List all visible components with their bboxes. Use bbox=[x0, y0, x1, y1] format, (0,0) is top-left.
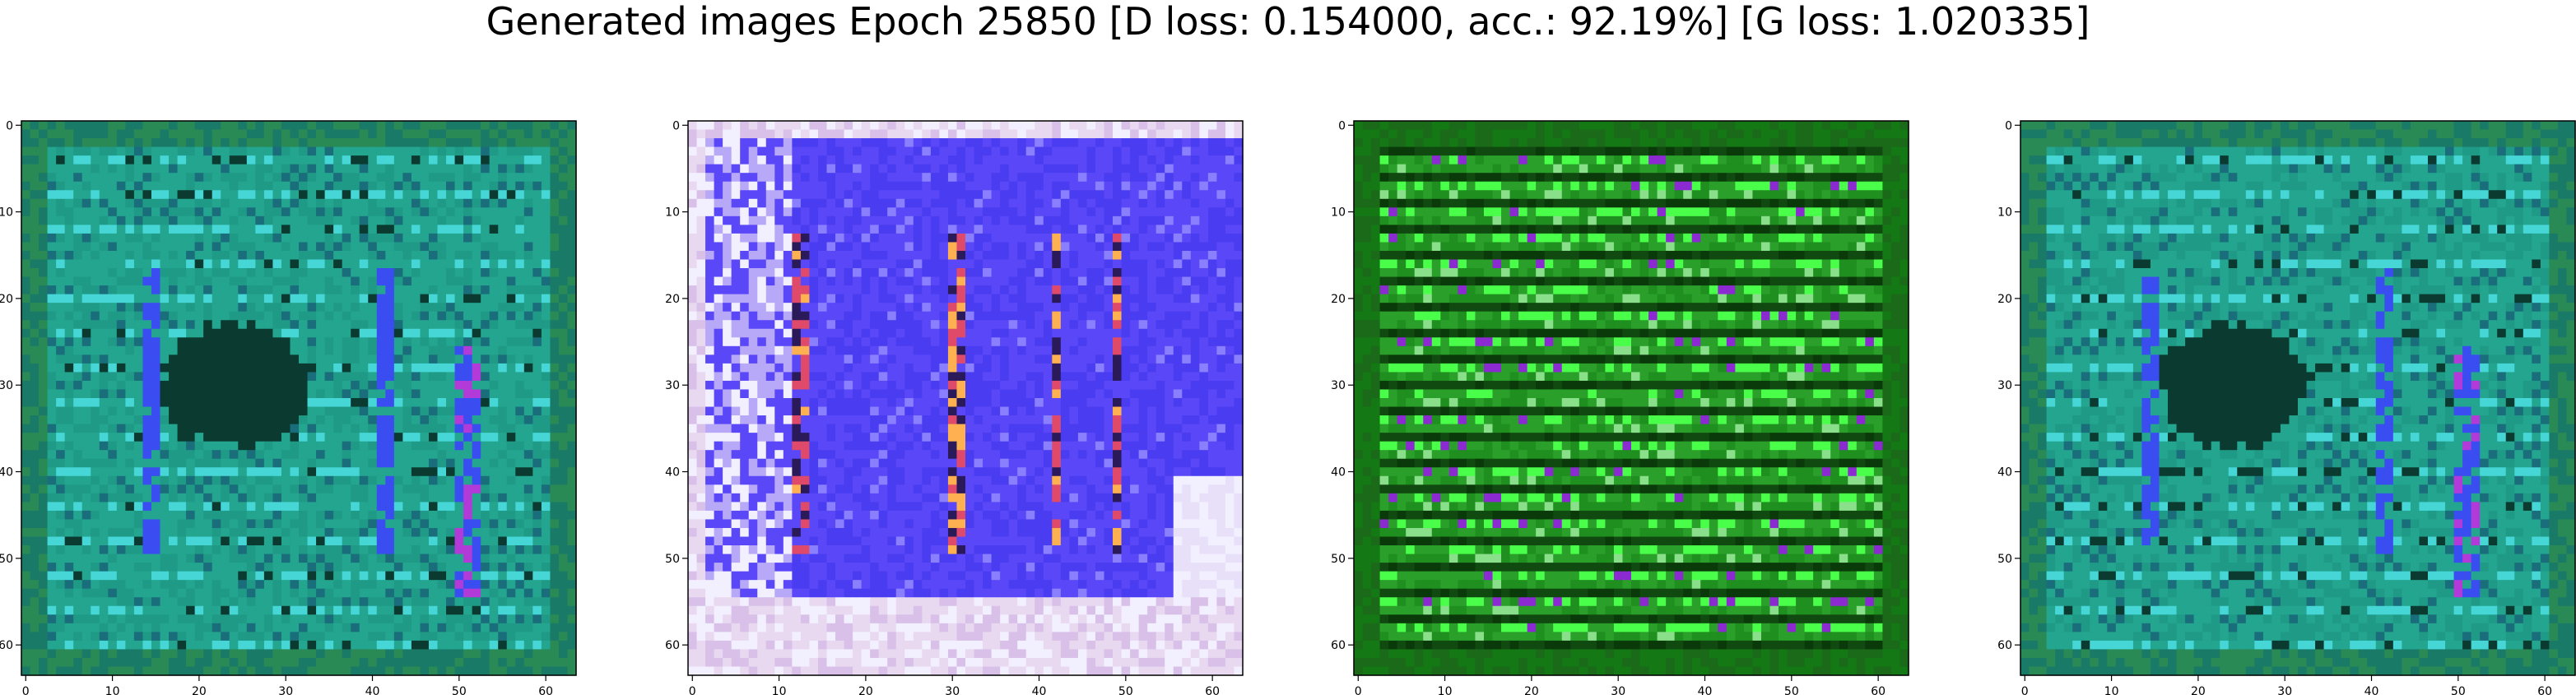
y-tick-label: 40 bbox=[1331, 466, 1346, 480]
axes-frame bbox=[21, 121, 576, 675]
generated-image-2 bbox=[688, 121, 1244, 676]
x-tick-label: 40 bbox=[2364, 685, 2379, 695]
y-tick-label: 30 bbox=[0, 379, 13, 392]
y-tick-label: 20 bbox=[665, 293, 680, 306]
y-tick-label: 20 bbox=[1997, 293, 2012, 306]
x-tick-label: 30 bbox=[2277, 685, 2292, 695]
y-tick-label: 0 bbox=[672, 119, 680, 132]
x-tick-label: 0 bbox=[1355, 685, 1362, 695]
y-tick-label: 30 bbox=[1331, 379, 1346, 392]
y-tick-label: 60 bbox=[665, 639, 680, 652]
image-panel-3: 0 10 20 30 40 50 60 0 10 20 30 40 50 60 bbox=[1331, 119, 1909, 695]
x-tick-label: 0 bbox=[2021, 685, 2029, 695]
y-tick-label: 50 bbox=[665, 553, 680, 566]
x-tick-label: 50 bbox=[2451, 685, 2466, 695]
image-panel-1: 0 10 20 30 40 50 60 0 10 20 30 40 50 60 bbox=[0, 119, 577, 695]
y-tick-label: 20 bbox=[0, 293, 13, 306]
y-tick-label: 60 bbox=[1997, 639, 2012, 652]
generated-image-4 bbox=[2020, 121, 2576, 676]
x-tick-label: 50 bbox=[1784, 685, 1799, 695]
x-tick-label: 60 bbox=[1205, 685, 1220, 695]
x-tick-label: 10 bbox=[1438, 685, 1453, 695]
y-tick-label: 40 bbox=[665, 466, 680, 480]
x-tick-label: 20 bbox=[1524, 685, 1539, 695]
x-tick-label: 50 bbox=[1118, 685, 1133, 695]
x-tick-label: 40 bbox=[365, 685, 380, 695]
x-tick-label: 30 bbox=[1611, 685, 1625, 695]
generated-image-1 bbox=[21, 121, 577, 676]
x-tick-label: 20 bbox=[192, 685, 207, 695]
x-tick-label: 40 bbox=[1698, 685, 1713, 695]
y-tick-label: 0 bbox=[6, 119, 13, 132]
x-tick-label: 0 bbox=[22, 685, 30, 695]
x-tick-label: 10 bbox=[105, 685, 120, 695]
figure-title: Generated images Epoch 25850 [D loss: 0.… bbox=[0, 0, 2576, 43]
y-tick-label: 10 bbox=[0, 206, 13, 220]
y-tick-label: 10 bbox=[665, 206, 680, 220]
y-tick-label: 30 bbox=[665, 379, 680, 392]
y-tick-label: 30 bbox=[1997, 379, 2012, 392]
x-tick-label: 0 bbox=[689, 685, 696, 695]
y-tick-label: 10 bbox=[1997, 206, 2012, 220]
x-tick-label: 20 bbox=[858, 685, 873, 695]
y-tick-label: 60 bbox=[1331, 639, 1346, 652]
y-tick-label: 10 bbox=[1331, 206, 1346, 220]
y-tick-label: 40 bbox=[0, 466, 13, 480]
axes-frame bbox=[1354, 121, 1909, 675]
axes-frame bbox=[688, 121, 1243, 675]
generated-image-3 bbox=[1354, 121, 1909, 676]
y-tick-label: 60 bbox=[0, 639, 13, 652]
y-tick-label: 50 bbox=[1997, 553, 2012, 566]
x-tick-label: 30 bbox=[278, 685, 293, 695]
x-tick-label: 40 bbox=[1032, 685, 1047, 695]
y-tick-label: 50 bbox=[1331, 553, 1346, 566]
x-tick-label: 30 bbox=[945, 685, 960, 695]
y-tick-label: 40 bbox=[1997, 466, 2012, 480]
x-tick-label: 60 bbox=[1871, 685, 1886, 695]
x-tick-label: 60 bbox=[2537, 685, 2552, 695]
x-tick-label: 10 bbox=[2104, 685, 2119, 695]
y-tick-label: 50 bbox=[0, 553, 13, 566]
x-tick-label: 60 bbox=[538, 685, 553, 695]
y-tick-label: 20 bbox=[1331, 293, 1346, 306]
axes-frame bbox=[2020, 121, 2575, 675]
image-panel-2: 0 10 20 30 40 50 60 0 10 20 30 40 50 60 bbox=[665, 119, 1243, 695]
x-tick-label: 50 bbox=[452, 685, 467, 695]
y-tick-label: 0 bbox=[1338, 119, 1346, 132]
y-tick-label: 0 bbox=[2005, 119, 2012, 132]
x-tick-label: 20 bbox=[2191, 685, 2206, 695]
image-panel-4: 0 10 20 30 40 50 60 0 10 20 30 40 50 60 bbox=[1997, 119, 2575, 695]
x-tick-label: 10 bbox=[772, 685, 787, 695]
